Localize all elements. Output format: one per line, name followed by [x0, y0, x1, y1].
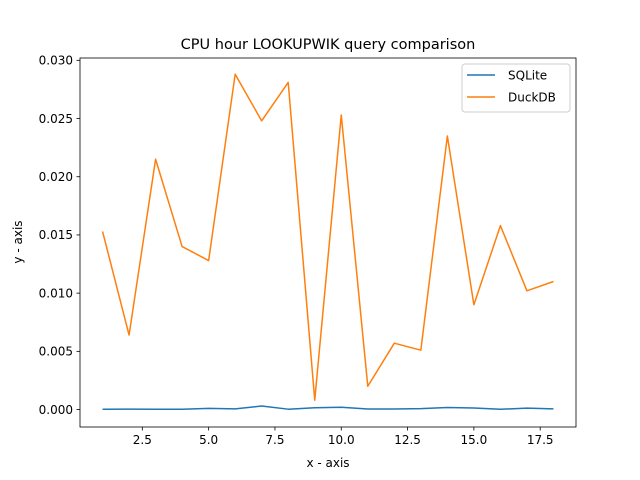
y-tick-label: 0.020: [39, 170, 73, 184]
y-tick-label: 0.010: [39, 286, 73, 300]
x-axis-ticks: 2.5 5.0 7.5 10.0 12.5 15.0 17.5: [133, 427, 554, 447]
y-tick-label: 0.015: [39, 228, 73, 242]
y-tick-label: 0.000: [39, 403, 73, 417]
legend: SQLite DuckDB: [461, 63, 571, 113]
y-axis-ticks: 0.000 0.005 0.010 0.015 0.020 0.025 0.030: [39, 54, 80, 417]
series-line-duckdb: [101, 73, 554, 401]
chart-title: CPU hour LOOKUPWIK query comparison: [181, 37, 476, 53]
x-tick-label: 15.0: [461, 433, 488, 447]
series-layer: [101, 73, 554, 411]
legend-label-duckdb: DuckDB: [508, 91, 556, 105]
y-tick-label: 0.030: [39, 54, 73, 68]
legend-box: [461, 63, 571, 113]
series-line-sqlite: [102, 405, 554, 411]
legend-label-sqlite: SQLite: [508, 69, 547, 83]
y-tick-label: 0.025: [39, 112, 73, 126]
x-tick-label: 5.0: [199, 433, 218, 447]
y-tick-label: 0.005: [39, 345, 73, 359]
y-axis-label: y - axis: [11, 220, 25, 263]
x-axis-label: x - axis: [306, 456, 349, 470]
x-tick-label: 17.5: [527, 433, 554, 447]
x-tick-label: 12.5: [394, 433, 421, 447]
x-tick-label: 2.5: [133, 433, 152, 447]
x-tick-label: 7.5: [265, 433, 284, 447]
plot-frame: [79, 57, 577, 428]
x-tick-label: 10.0: [328, 433, 355, 447]
